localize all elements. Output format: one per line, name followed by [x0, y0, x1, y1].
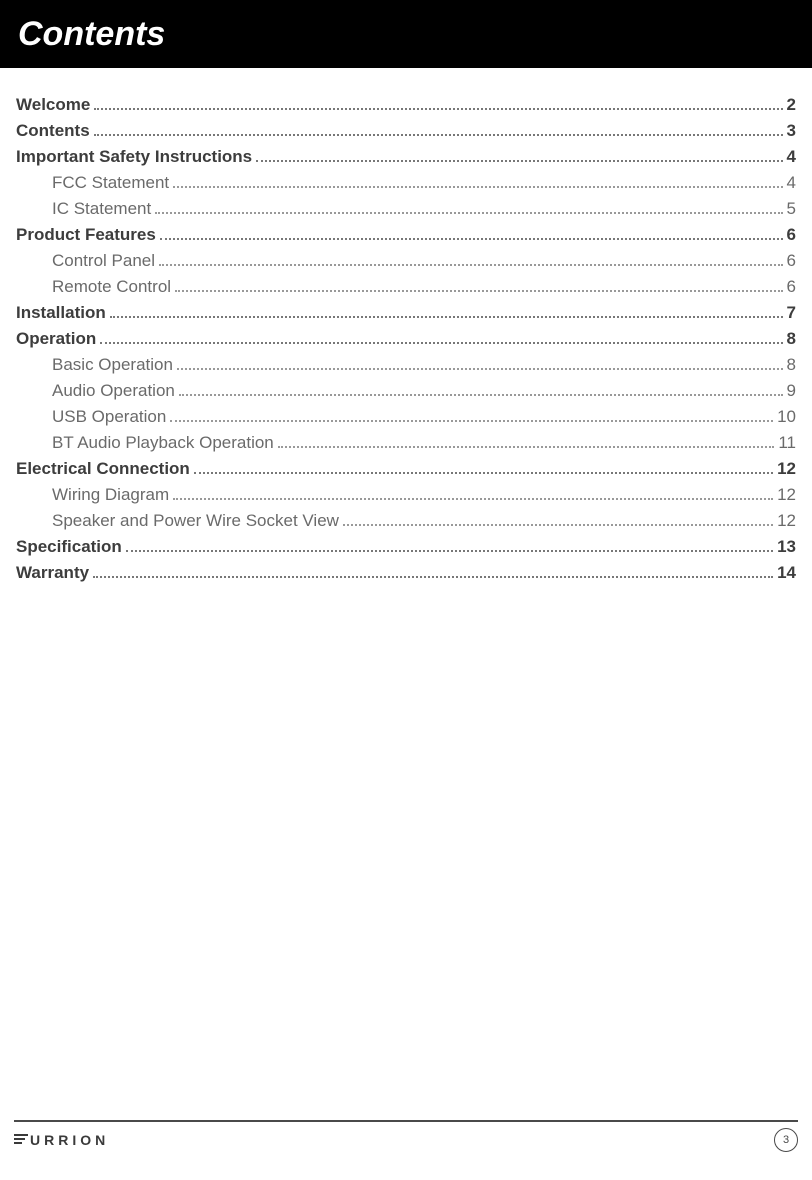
- toc-dot-leader: [160, 228, 783, 240]
- toc-entry-label: Specification: [16, 534, 122, 560]
- toc-dot-leader: [173, 488, 773, 500]
- brand-text: URRION: [30, 1132, 109, 1148]
- toc-entry: Specification 13: [16, 534, 796, 560]
- toc-entry-page: 8: [787, 326, 796, 352]
- toc-entry: Wiring Diagram 12: [52, 482, 796, 508]
- toc-entry-label: Speaker and Power Wire Socket View: [52, 508, 339, 534]
- toc-entry-page: 11: [778, 430, 796, 456]
- toc-entry: Remote Control 6: [52, 274, 796, 300]
- toc-entry: Operation 8: [16, 326, 796, 352]
- toc-entry: Speaker and Power Wire Socket View 12: [52, 508, 796, 534]
- toc-entry: Control Panel 6: [52, 248, 796, 274]
- toc-entry-label: USB Operation: [52, 404, 166, 430]
- page-number-badge: 3: [774, 1128, 798, 1152]
- toc-dot-leader: [278, 436, 775, 448]
- toc-entry-label: IC Statement: [52, 196, 151, 222]
- toc-entry-page: 9: [787, 378, 796, 404]
- toc-dot-leader: [100, 332, 782, 344]
- toc-entry-page: 12: [777, 456, 796, 482]
- toc-dot-leader: [155, 202, 782, 214]
- footer-row: URRION 3: [14, 1128, 798, 1152]
- toc-entry-label: Contents: [16, 118, 90, 144]
- toc-entry-label: Audio Operation: [52, 378, 175, 404]
- toc-entry: Installation 7: [16, 300, 796, 326]
- toc-entry: Warranty 14: [16, 560, 796, 586]
- toc-entry: Important Safety Instructions 4: [16, 144, 796, 170]
- page-number: 3: [783, 1134, 789, 1146]
- toc-entry-label: Electrical Connection: [16, 456, 190, 482]
- toc-entry: Contents 3: [16, 118, 796, 144]
- toc-dot-leader: [173, 176, 782, 188]
- toc-dot-leader: [126, 540, 773, 552]
- toc-entry-page: 10: [777, 404, 796, 430]
- toc-entry-page: 2: [787, 92, 796, 118]
- toc-dot-leader: [343, 514, 773, 526]
- toc-entry-label: Welcome: [16, 92, 90, 118]
- toc-entry-page: 6: [787, 222, 796, 248]
- toc-entry-page: 5: [787, 196, 796, 222]
- toc-entry-label: Control Panel: [52, 248, 155, 274]
- toc-entry-label: Basic Operation: [52, 352, 173, 378]
- toc-entry-label: Wiring Diagram: [52, 482, 169, 508]
- toc-dot-leader: [94, 98, 782, 110]
- brand-logo: URRION: [14, 1132, 109, 1149]
- toc-dot-leader: [94, 124, 783, 136]
- toc-entry-page: 12: [777, 482, 796, 508]
- toc-dot-leader: [93, 566, 773, 578]
- toc-entry: Audio Operation 9: [52, 378, 796, 404]
- toc-dot-leader: [177, 358, 783, 370]
- toc-entry-label: Product Features: [16, 222, 156, 248]
- toc-entry-label: Important Safety Instructions: [16, 144, 252, 170]
- toc-entry-label: FCC Statement: [52, 170, 169, 196]
- toc-entry: Electrical Connection 12: [16, 456, 796, 482]
- toc-entry-page: 4: [787, 144, 796, 170]
- toc-dot-leader: [110, 306, 783, 318]
- toc-entry-label: Installation: [16, 300, 106, 326]
- toc-entry: BT Audio Playback Operation 11: [52, 430, 796, 456]
- toc-entry-page: 3: [787, 118, 796, 144]
- toc-dot-leader: [194, 462, 773, 474]
- toc-entry: Basic Operation 8: [52, 352, 796, 378]
- toc-dot-leader: [159, 254, 783, 266]
- toc-entry-label: BT Audio Playback Operation: [52, 430, 274, 456]
- toc-entry: Welcome 2: [16, 92, 796, 118]
- page: Contents Welcome2Contents3Important Safe…: [0, 0, 812, 1180]
- toc-entry: Product Features 6: [16, 222, 796, 248]
- toc-entry-page: 6: [787, 274, 796, 300]
- toc-dot-leader: [175, 280, 782, 292]
- toc-entry-label: Warranty: [16, 560, 89, 586]
- toc-entry-label: Remote Control: [52, 274, 171, 300]
- toc-entry-page: 4: [787, 170, 796, 196]
- footer-divider: [14, 1120, 798, 1122]
- brand-glyph-icon: [14, 1132, 28, 1149]
- table-of-contents: Welcome2Contents3Important Safety Instru…: [0, 68, 812, 586]
- header-bar: Contents: [0, 0, 812, 68]
- toc-entry-label: Operation: [16, 326, 96, 352]
- toc-entry: IC Statement 5: [52, 196, 796, 222]
- toc-entry-page: 8: [787, 352, 796, 378]
- toc-entry: FCC Statement 4: [52, 170, 796, 196]
- toc-entry-page: 14: [777, 560, 796, 586]
- page-title: Contents: [18, 15, 165, 54]
- toc-entry-page: 12: [777, 508, 796, 534]
- toc-entry-page: 7: [787, 300, 796, 326]
- toc-entry-page: 6: [787, 248, 796, 274]
- toc-dot-leader: [179, 384, 783, 396]
- toc-dot-leader: [256, 150, 782, 162]
- toc-entry-page: 13: [777, 534, 796, 560]
- footer: URRION 3: [14, 1120, 798, 1152]
- toc-entry: USB Operation 10: [52, 404, 796, 430]
- toc-dot-leader: [170, 410, 773, 422]
